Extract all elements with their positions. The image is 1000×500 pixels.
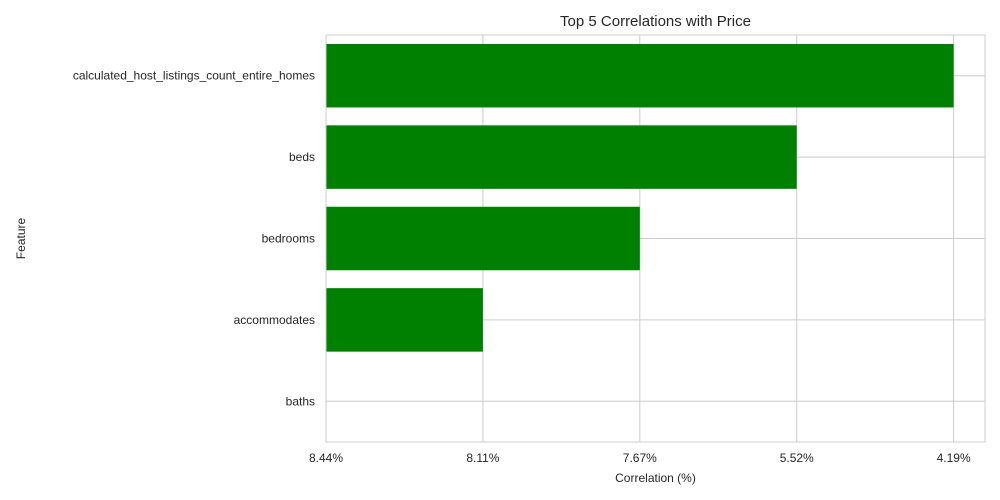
bar-layer [326,43,954,352]
y-tick-label: accommodates [234,313,315,327]
chart-title: Top 5 Correlations with Price [560,13,751,30]
y-axis-label: Feature [14,217,28,259]
y-tick-labels: calculated_host_listings_count_entire_ho… [73,69,315,409]
plot-frame [325,34,986,443]
x-tick-label: 8.44% [309,451,343,465]
x-tick-label: 8.11% [466,451,499,465]
bar-accommodates [326,288,483,352]
x-tick-label: 5.52% [780,451,814,465]
bar-calculated_host_listings_count_entire_homes [326,43,954,108]
y-tick-label: bedrooms [262,232,315,246]
bar-bedrooms [326,206,640,271]
bar-beds [326,125,797,189]
x-tick-label: 4.19% [937,451,971,465]
y-tick-label: calculated_host_listings_count_entire_ho… [73,69,315,83]
x-tick-labels: 8.44% 8.11% 7.67% 5.52% 4.19% [309,451,971,465]
y-tick-label: baths [286,394,315,408]
x-axis-label: Correlation (%) [615,471,696,485]
y-tick-label: beds [289,150,315,164]
x-tick-label: 7.67% [623,451,657,465]
